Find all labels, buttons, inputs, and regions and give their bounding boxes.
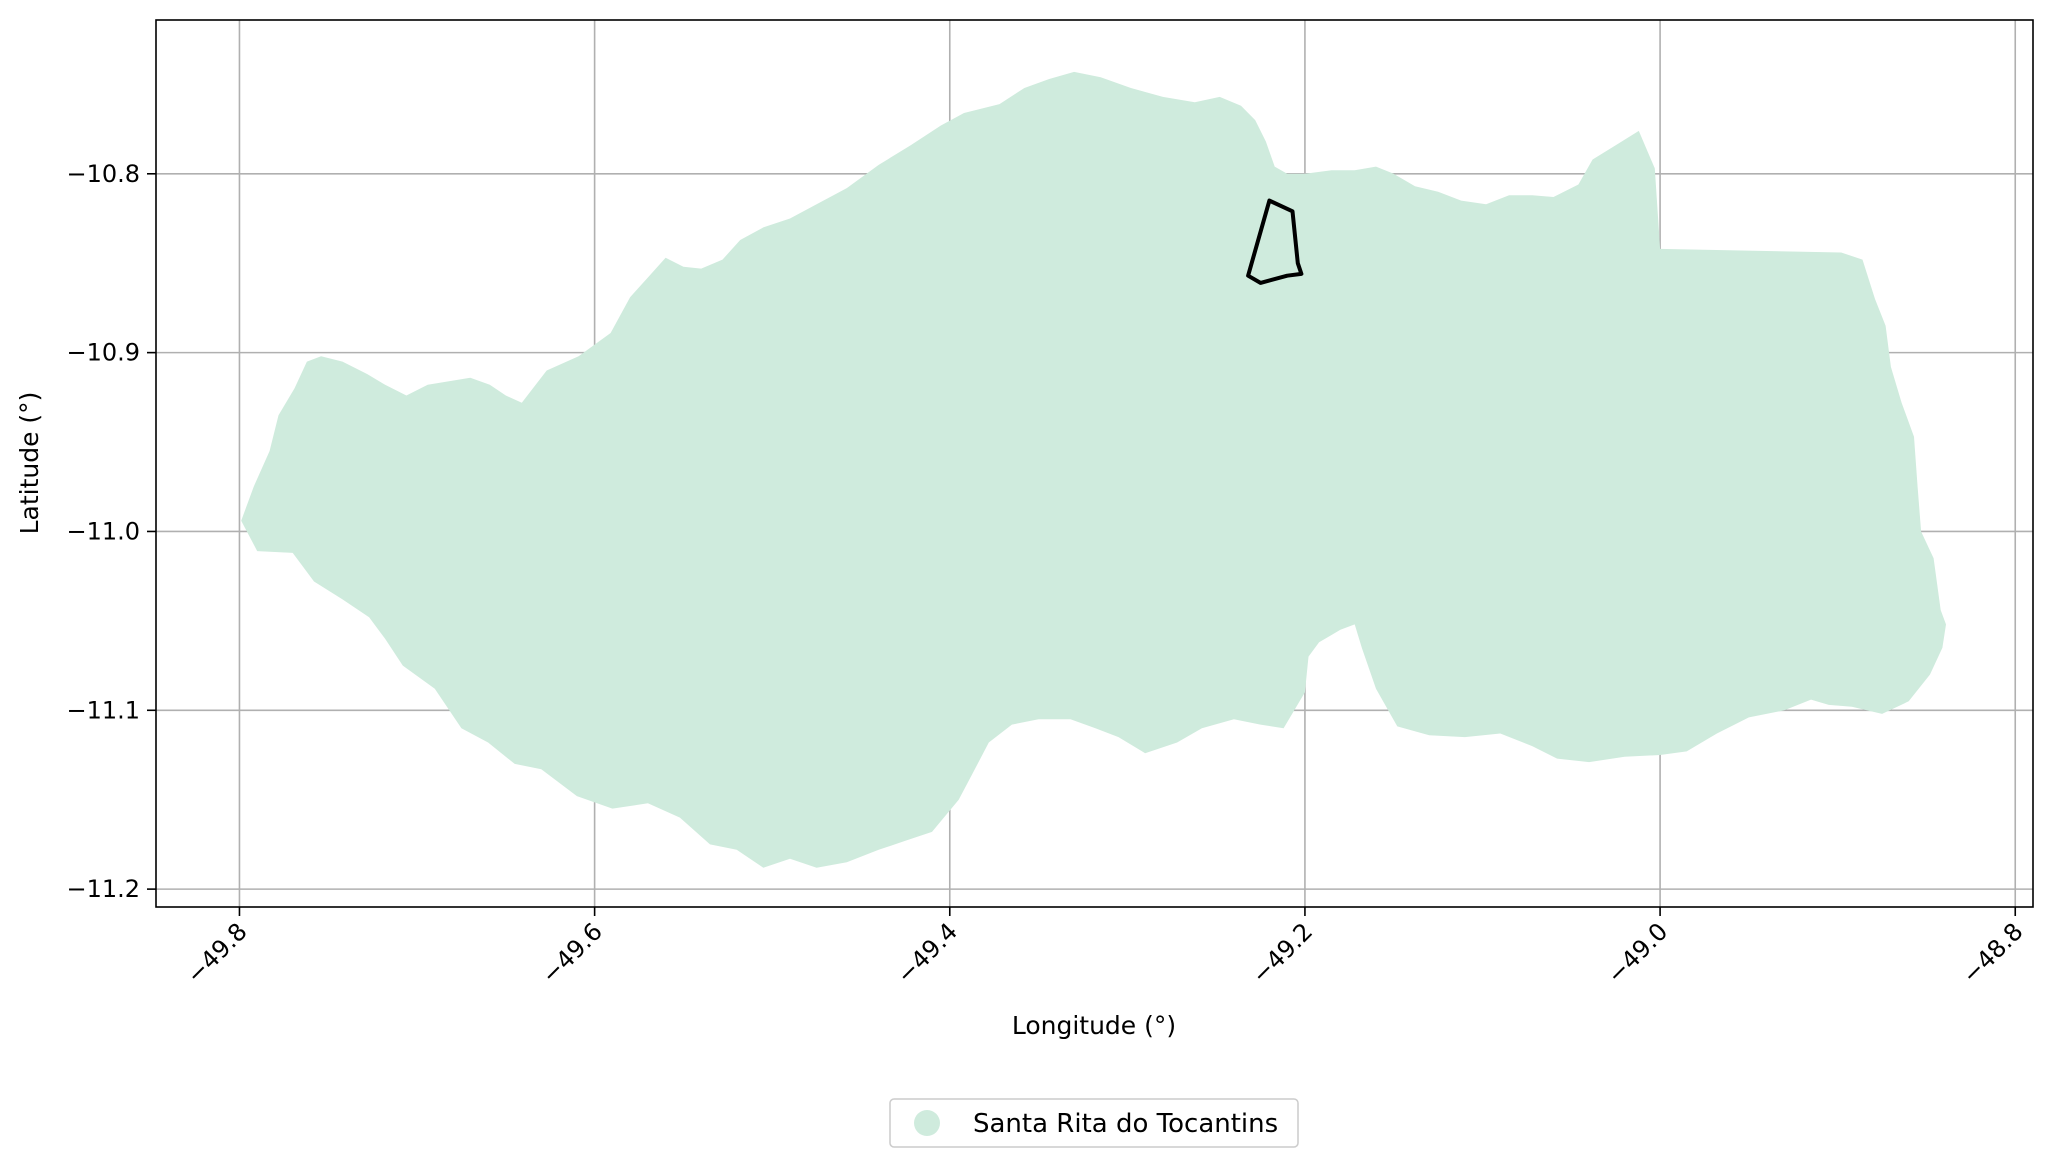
y-tick-label: −11.0 bbox=[66, 517, 140, 545]
legend-label: Santa Rita do Tocantins bbox=[973, 1109, 1278, 1139]
legend-swatch bbox=[914, 1110, 940, 1136]
y-tick-label: −11.1 bbox=[66, 696, 140, 724]
y-tick-label: −11.2 bbox=[66, 875, 140, 903]
outline-layer bbox=[1246, 198, 1304, 285]
x-axis-label: Longitude (°) bbox=[1012, 1011, 1176, 1040]
y-tick-label: −10.8 bbox=[66, 160, 140, 188]
legend-frame bbox=[889, 1098, 1299, 1148]
y-tick-label: −10.9 bbox=[66, 339, 140, 367]
y-axis-label: Latitude (°) bbox=[15, 392, 44, 535]
region-santa-rita-do-tocantins bbox=[241, 71, 1947, 868]
region-layer bbox=[241, 71, 1947, 868]
boundary-outline bbox=[1246, 198, 1304, 285]
plot-frame bbox=[155, 19, 2034, 908]
legend: Santa Rita do Tocantins bbox=[889, 1098, 1299, 1148]
